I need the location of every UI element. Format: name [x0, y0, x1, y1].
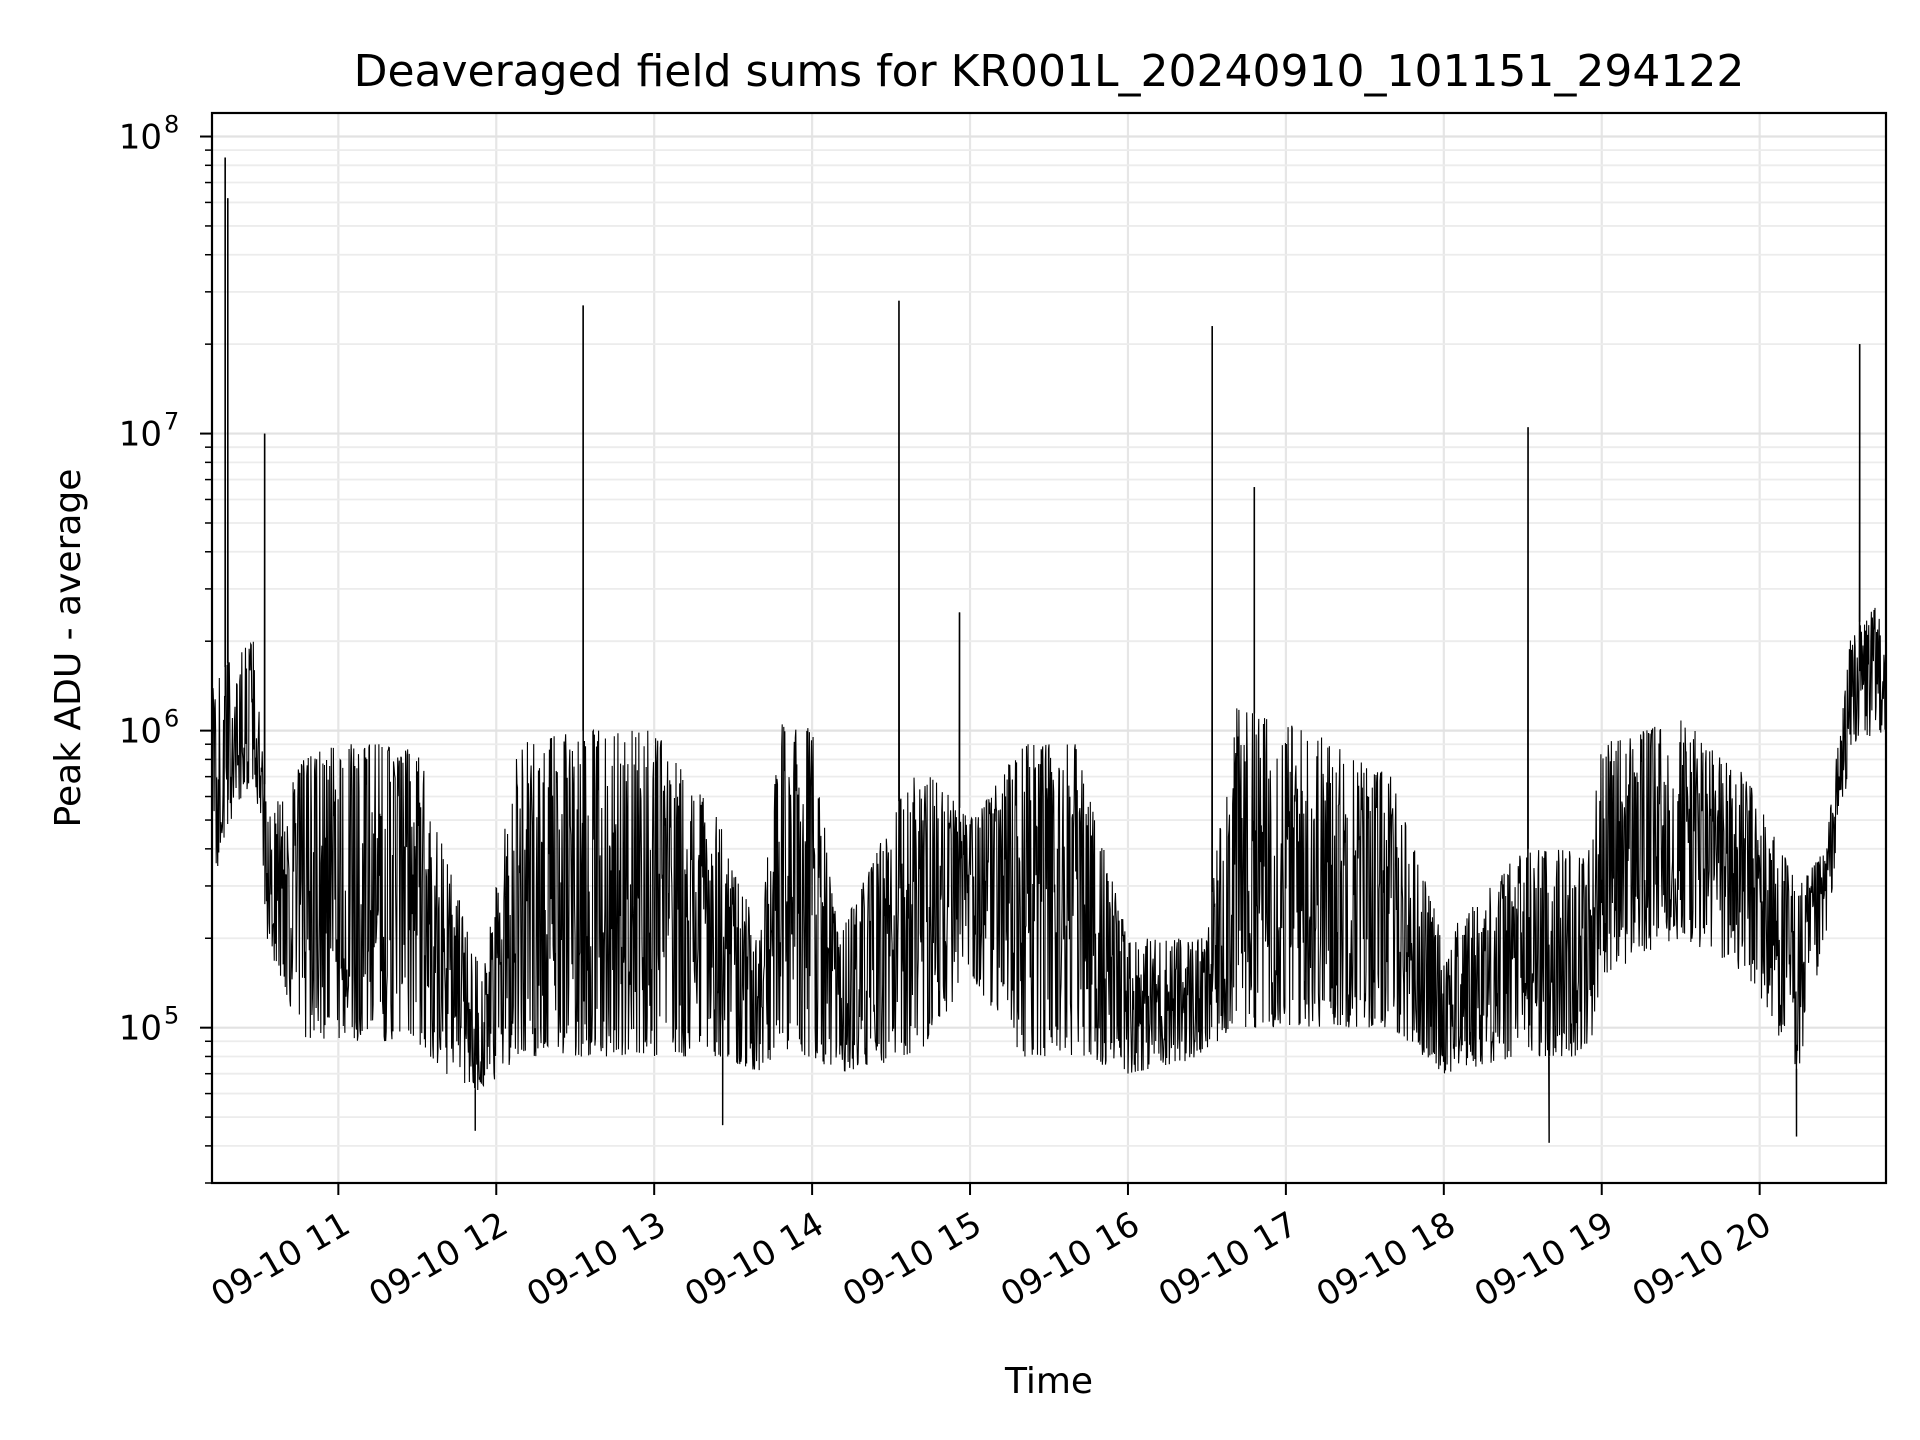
y-tick-label: 10 [119, 1009, 162, 1049]
x-axis-title: Time [1004, 1361, 1093, 1402]
y-tick-label: 10 [119, 118, 162, 158]
plot-frame [210, 111, 1888, 1185]
y-axis-title: Peak ADU - average [48, 469, 89, 828]
y-tick-label: 10 [119, 415, 162, 455]
y-tick-label-exponent: 6 [164, 705, 179, 733]
series-line [211, 157, 1887, 1143]
y-tick-label-exponent: 7 [164, 408, 179, 436]
series-path [211, 157, 1887, 1143]
chart-title: Deaveraged field sums for KR001L_2024091… [354, 46, 1745, 97]
y-tick-label-exponent: 8 [164, 111, 179, 139]
y-tick-label: 10 [119, 712, 162, 752]
y-tick-label-exponent: 5 [164, 1002, 179, 1030]
